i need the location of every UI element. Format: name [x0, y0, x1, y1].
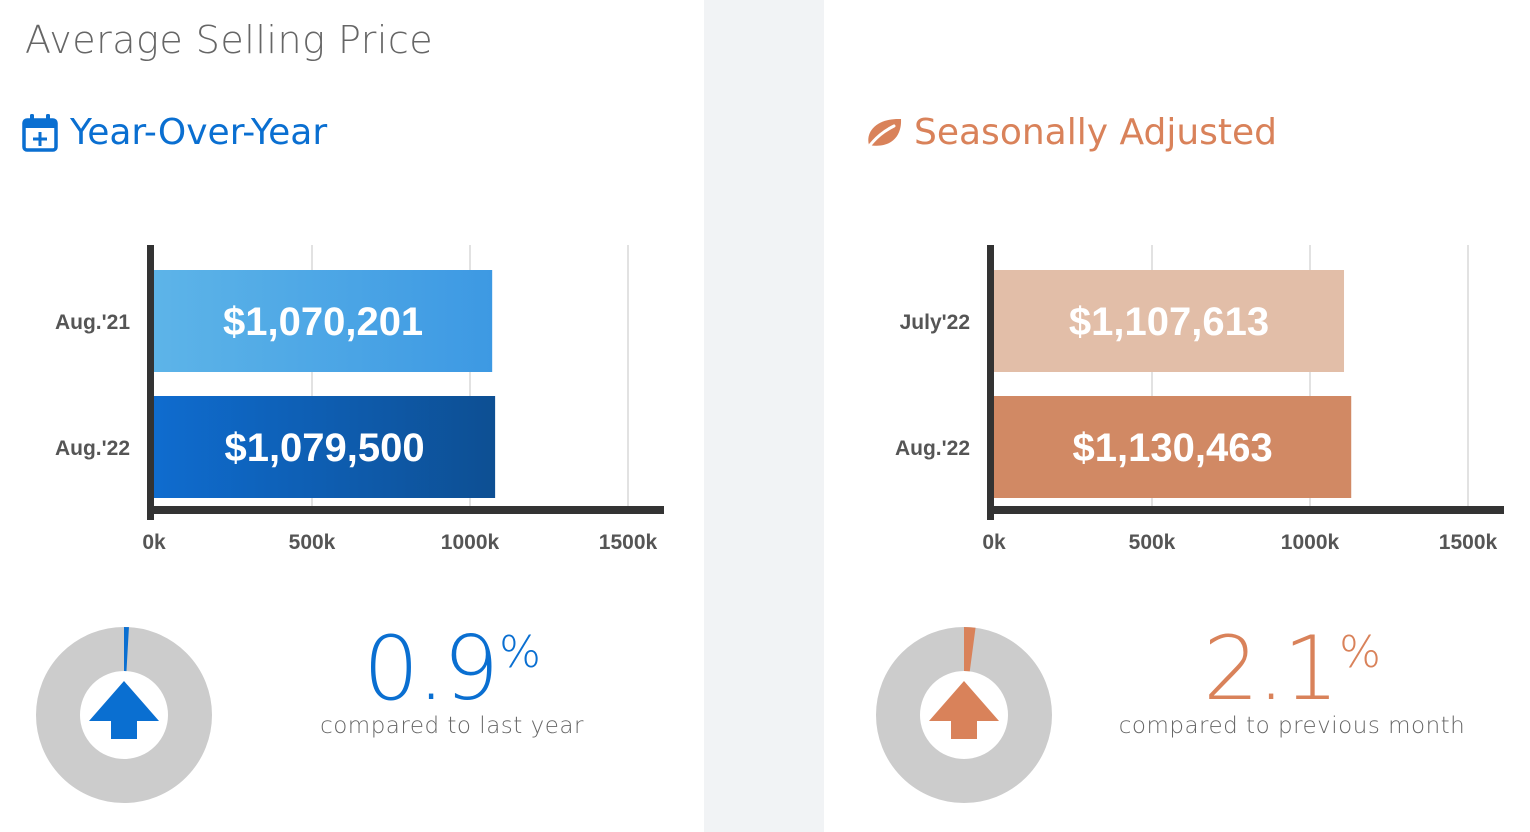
year-over-year-heading: Year-Over-Year: [22, 112, 327, 153]
sa-x-tick-label: 1000k: [1281, 531, 1340, 554]
yoy-donut-slice: [36, 627, 212, 803]
sa-x-tick-label: 1500k: [1439, 531, 1498, 554]
sa-bar: [994, 396, 1352, 498]
yoy-bar-value-label: $1,079,500: [224, 426, 424, 470]
sa-category-label: Aug.'22: [895, 437, 970, 460]
leaf-icon: [865, 118, 902, 150]
sa-donut-slice: [876, 627, 1052, 803]
year-over-year-percent-unit: %: [499, 627, 541, 678]
year-over-year-bar-chart: $1,070,201 Aug.'21 $1,079,500 Aug.'22 0k 500k…: [55, 245, 664, 554]
calendar-plus-icon: [22, 113, 58, 152]
arrow-up-icon: [929, 681, 999, 739]
yoy-bar-value-label: $1,070,201: [223, 300, 423, 344]
sa-bar: [994, 270, 1345, 372]
seasonally-adjusted-title: Seasonally Adjusted: [914, 112, 1278, 153]
sa-bar-value-label: $1,107,613: [1069, 300, 1269, 344]
year-over-year-metric: 0.9 % compared to last year: [242, 617, 662, 740]
sa-x-tick-label: 500k: [1129, 531, 1176, 554]
year-over-year-panel: Average Selling Price Year-Over-Year $1,…: [0, 0, 704, 832]
sa-bar-value-label: $1,130,463: [1073, 426, 1273, 470]
year-over-year-donut: [36, 627, 212, 803]
yoy-x-tick-label: 500k: [289, 531, 336, 554]
yoy-y-axis: [147, 245, 154, 520]
panel-divider: [704, 0, 824, 832]
year-over-year-percent: 0.9: [363, 617, 499, 720]
page-title: Average Selling Price: [25, 18, 434, 62]
sa-x-axis: [987, 506, 1504, 514]
yoy-bar: [154, 396, 496, 498]
arrow-up-icon: [89, 681, 159, 739]
seasonally-adjusted-percent: 2.1: [1203, 617, 1339, 720]
yoy-x-axis: [147, 506, 664, 514]
seasonally-adjusted-percent-unit: %: [1339, 627, 1381, 678]
sa-x-tick-label: 0k: [982, 531, 1006, 554]
yoy-x-tick-label: 1500k: [599, 531, 658, 554]
yoy-bar: [154, 270, 493, 372]
sa-y-axis: [987, 245, 994, 520]
yoy-category-label: Aug.'22: [55, 437, 130, 460]
year-over-year-title: Year-Over-Year: [70, 112, 328, 153]
sa-category-label: July'22: [900, 311, 970, 334]
seasonally-adjusted-bar-chart: $1,107,613 July'22 $1,130,463 Aug.'22 0k 500k…: [895, 245, 1504, 554]
seasonally-adjusted-caption: compared to previous month: [1118, 713, 1466, 739]
seasonally-adjusted-panel: Seasonally Adjusted $1,107,613 July'22 $1,…: [824, 0, 1530, 832]
yoy-category-label: Aug.'21: [55, 311, 130, 334]
yoy-x-tick-label: 1000k: [441, 531, 500, 554]
year-over-year-caption: compared to last year: [320, 713, 584, 739]
seasonally-adjusted-heading: Seasonally Adjusted: [864, 112, 1277, 153]
yoy-x-tick-label: 0k: [142, 531, 166, 554]
seasonally-adjusted-metric: 2.1 % compared to previous month: [1082, 617, 1502, 740]
seasonally-adjusted-donut: [876, 627, 1052, 803]
